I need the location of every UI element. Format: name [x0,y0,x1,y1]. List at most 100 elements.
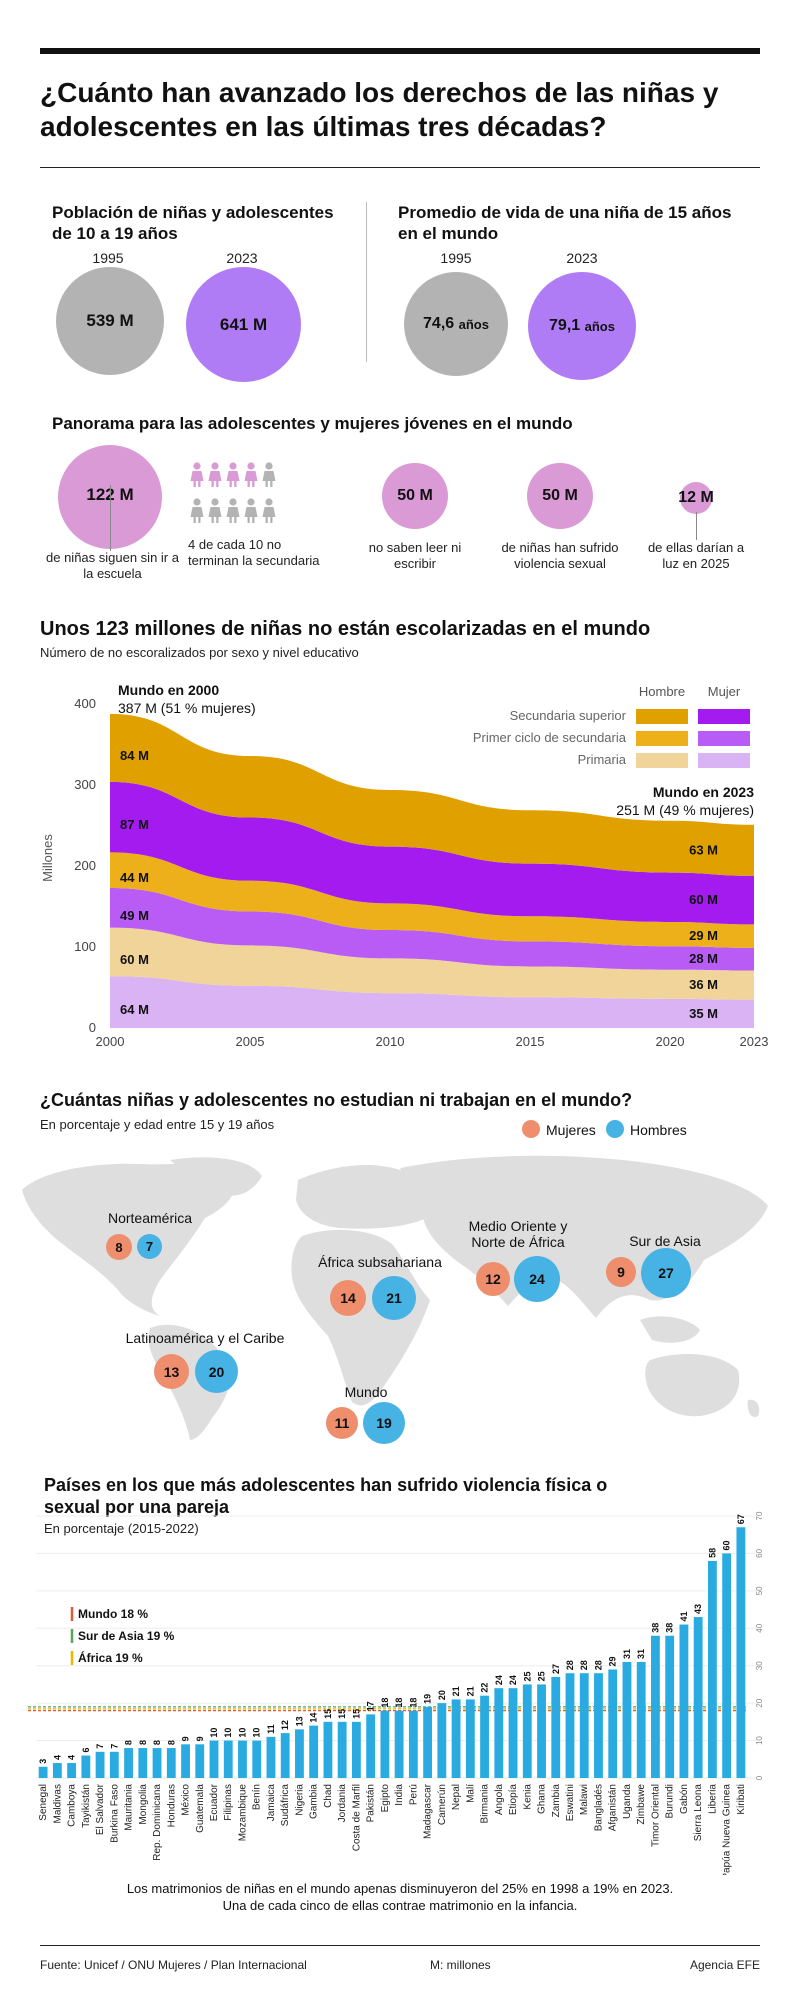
region-sur-asia-women: 9 [606,1257,636,1287]
bar-country-label: Birmania [480,1784,491,1824]
bar-value-label: 28 [565,1660,575,1670]
bar-value-label: 10 [237,1728,247,1738]
bar-country-label: Chad [323,1784,334,1808]
area-primer-ciclo-mujer-label-2000: 49 M [120,908,149,923]
bar-country-label: El Salvador [95,1783,106,1835]
bar-value-label: 7 [109,1744,119,1749]
panorama-title: Panorama para las adolescentes y mujeres… [52,414,573,433]
life-1995-unit: años [458,316,489,332]
bar-country-label: Bangladés [593,1784,604,1831]
girl-gray-icon [226,498,240,523]
area-primaria-mujer-label-2000: 64 M [120,1002,149,1017]
region-norteamerica-men: 7 [137,1234,162,1259]
bar-8 [138,1748,148,1778]
bar-36 [537,1684,546,1778]
region-norteamerica-women: 8 [106,1234,132,1260]
footer-source: Fuente: Unicef / ONU Mujeres / Plan Inte… [40,1958,307,1972]
legend-swatch-prim-m [698,753,750,768]
area-chart-title: Unos 123 millones de niñas no están esco… [40,618,651,640]
bar-value-label: 15 [323,1709,333,1719]
bar-chart-title: Países en los que más adolescentes han s… [44,1475,608,1517]
legend-men-label: Hombres [630,1122,687,1138]
bar-y-tick: 10 [755,1736,764,1745]
area-sec-superior-mujer-label-2023: 60 M [689,892,718,907]
bar-y-tick: 0 [755,1775,764,1780]
bar-country-label: Kenia [522,1784,533,1810]
title-divider [40,167,760,168]
bar-48 [707,1560,717,1778]
bar-country-label: Mongolia [138,1784,149,1825]
life-year-1995: 1995 [440,250,472,266]
bar-34 [508,1688,518,1778]
bar-country-label: Costa de Marfil [351,1784,362,1851]
sexual-violence-value: 50 M [542,487,578,504]
illiteracy-value: 50 M [397,487,433,504]
bar-23 [351,1721,361,1778]
area-y-tick: 300 [74,777,96,792]
footer-divider [40,1945,760,1946]
area-x-tick: 2000 [96,1034,125,1049]
region-norteamerica-label: Norteamérica [107,1210,193,1226]
reference-legend-label: Mundo 18 % [78,1607,148,1621]
bar-value-label: 15 [337,1709,347,1719]
bar-32 [480,1695,489,1778]
bar-7 [124,1748,133,1778]
greenland-shape [170,1157,262,1196]
page-title: ¿Cuánto han avanzado los derechos de las… [40,77,719,142]
top-rule [40,48,760,54]
area-sec-superior-mujer [110,781,754,925]
bar-value-label: 13 [294,1716,304,1726]
bar-country-label: Egipto [380,1784,391,1813]
bar-42 [622,1661,632,1778]
bar-28 [423,1706,433,1778]
bar-16 [252,1740,262,1778]
population-1995-circle: 539 M [56,267,164,375]
area-primaria-mujer-label-2023: 35 M [689,1006,718,1021]
region-africa-label: África subsahariana [318,1254,442,1270]
bar-value-label: 24 [508,1675,518,1685]
region-sur-asia-label: Sur de Asia [629,1233,701,1249]
annotation-2023-title: Mundo en 2023 [653,784,754,800]
bar-31 [465,1699,475,1778]
bar-country-label: Eswatini [565,1784,576,1821]
region-mundo-label: Mundo [344,1384,388,1400]
bar-country-label: Honduras [166,1784,177,1827]
bar-y-tick: 40 [755,1623,764,1632]
bar-value-label: 31 [636,1649,646,1659]
bar-24 [366,1714,376,1778]
bar-value-label: 20 [437,1690,447,1700]
bar-3 [67,1763,77,1778]
bar-country-label: Senegal [38,1784,49,1821]
africa-shape [291,1229,430,1406]
area-primer-ciclo-hombre-label-2000: 44 M [120,870,149,885]
australia-shape [645,1354,740,1417]
bar-country-label: Mauritania [124,1784,135,1831]
bar-country-label: Ghana [537,1784,548,1814]
population-title: Población de niñas y adolescentes de 10 … [52,203,334,243]
life-year-2023: 2023 [566,250,598,266]
bar-35 [522,1684,532,1778]
legend-swatch-prim-ciclo-m [698,731,750,746]
area-x-tick: 2023 [740,1034,769,1049]
bar-country-label: India [394,1784,405,1806]
bar-country-label: Madagascar [423,1783,434,1839]
bar-18 [280,1733,290,1778]
out-of-school-caption: de niñas siguen sin ir a la escuela [46,550,179,581]
bar-50 [736,1527,746,1778]
population-year-2023: 2023 [226,250,258,266]
bar-49 [722,1553,732,1778]
bar-value-label: 10 [252,1728,262,1738]
bar-value-label: 18 [394,1698,404,1708]
region-mundo-women: 11 [326,1407,358,1439]
marriage-note: Los matrimonios de niñas en el mundo ape… [40,1880,760,1914]
bar-country-label: Jamaica [266,1784,277,1822]
bar-40 [594,1673,603,1778]
bar-value-label: 4 [52,1755,62,1760]
bar-47 [693,1617,703,1778]
bar-country-label: Angola [494,1784,505,1816]
region-mundo-men: 19 [363,1402,405,1444]
bar-22 [337,1721,347,1778]
out-of-school-leader [110,485,111,551]
bar-5 [95,1751,105,1778]
marriage-note-line-2: Una de cada cinco de ellas contrae matri… [222,1898,578,1913]
